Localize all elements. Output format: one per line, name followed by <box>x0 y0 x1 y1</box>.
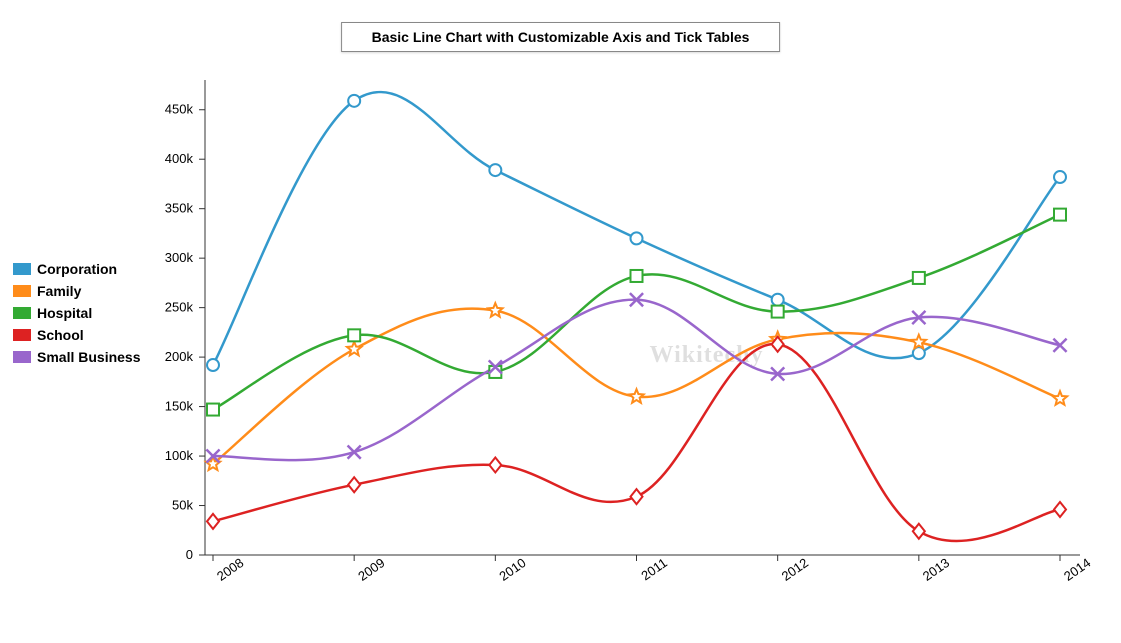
x-tick-label: 2011 <box>638 555 670 583</box>
legend-swatch <box>13 351 31 363</box>
marker-diamond <box>1054 502 1066 517</box>
chart-container: Basic Line Chart with Customizable Axis … <box>0 0 1121 643</box>
legend-item[interactable]: Family <box>13 280 141 302</box>
y-tick-label: 200k <box>165 349 194 364</box>
legend: CorporationFamilyHospitalSchoolSmall Bus… <box>13 258 141 368</box>
series-line[interactable] <box>213 300 1060 461</box>
series-line[interactable] <box>213 309 1060 464</box>
marker-square <box>348 329 360 341</box>
y-tick-label: 250k <box>165 300 194 315</box>
legend-label: Hospital <box>37 302 92 324</box>
y-tick-label: 350k <box>165 201 194 216</box>
x-tick-label: 2010 <box>496 555 528 584</box>
legend-label: Small Business <box>37 346 141 368</box>
legend-label: Corporation <box>37 258 117 280</box>
marker-circle <box>348 95 360 107</box>
marker-square <box>1054 209 1066 221</box>
marker-circle <box>489 164 501 176</box>
marker-square <box>207 404 219 416</box>
x-tick-label: 2012 <box>779 555 811 584</box>
marker-star <box>912 335 926 349</box>
legend-swatch <box>13 263 31 275</box>
y-tick-label: 50k <box>172 498 193 513</box>
marker-square <box>772 306 784 318</box>
marker-circle <box>207 359 219 371</box>
marker-square <box>913 272 925 284</box>
y-tick-label: 400k <box>165 151 194 166</box>
legend-swatch <box>13 285 31 297</box>
legend-item[interactable]: Hospital <box>13 302 141 324</box>
x-tick-label: 2008 <box>214 555 246 584</box>
series-line[interactable] <box>213 92 1060 365</box>
legend-item[interactable]: School <box>13 324 141 346</box>
marker-circle <box>631 232 643 244</box>
marker-circle <box>1054 171 1066 183</box>
marker-star <box>1053 391 1067 405</box>
legend-label: Family <box>37 280 81 302</box>
chart-title: Basic Line Chart with Customizable Axis … <box>341 22 781 52</box>
marker-diamond <box>489 457 501 472</box>
x-tick-label: 2013 <box>920 555 952 584</box>
legend-item[interactable]: Small Business <box>13 346 141 368</box>
legend-swatch <box>13 329 31 341</box>
series-line[interactable] <box>213 344 1060 541</box>
y-tick-label: 300k <box>165 250 194 265</box>
y-tick-label: 0 <box>186 547 193 562</box>
legend-swatch <box>13 307 31 319</box>
marker-square <box>631 270 643 282</box>
marker-star <box>629 389 643 403</box>
marker-circle <box>772 294 784 306</box>
y-tick-label: 450k <box>165 102 194 117</box>
marker-diamond <box>913 524 925 539</box>
chart-svg: Wikitechy050k100k150k200k250k300k350k400… <box>0 0 1121 643</box>
legend-label: School <box>37 324 84 346</box>
legend-item[interactable]: Corporation <box>13 258 141 280</box>
y-tick-label: 100k <box>165 448 194 463</box>
y-tick-label: 150k <box>165 399 194 414</box>
chart-title-text: Basic Line Chart with Customizable Axis … <box>372 29 750 45</box>
x-tick-label: 2009 <box>355 555 387 584</box>
marker-diamond <box>631 489 643 504</box>
marker-diamond <box>348 477 360 492</box>
x-tick-label: 2014 <box>1061 555 1093 584</box>
marker-star <box>488 303 502 317</box>
marker-diamond <box>207 514 219 529</box>
